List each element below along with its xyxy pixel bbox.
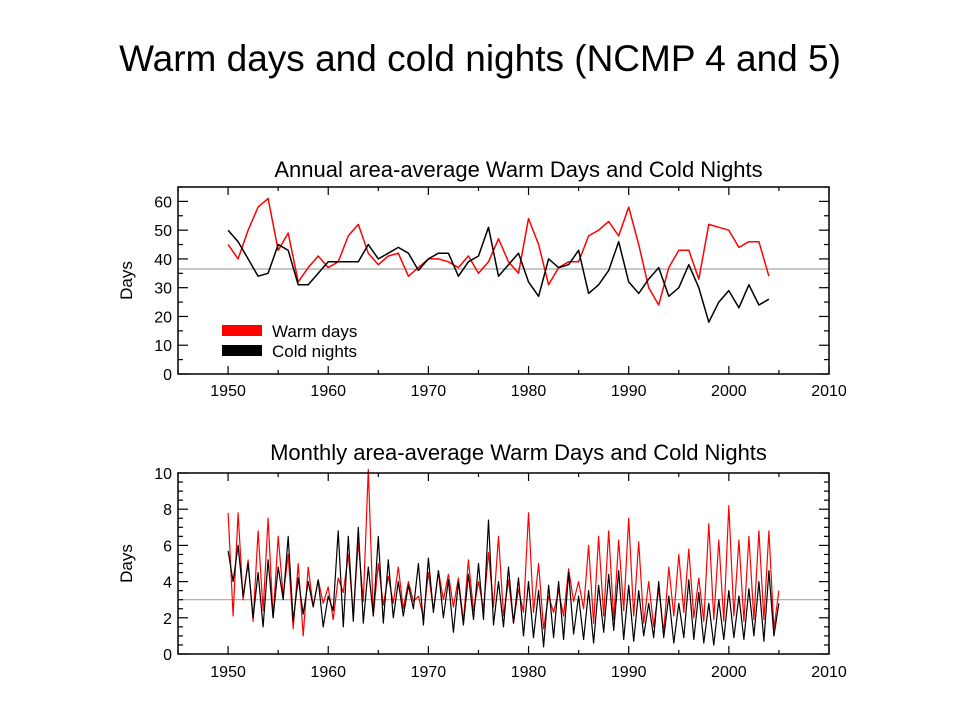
y-tick-label: 60 bbox=[154, 194, 172, 211]
x-tick-label: 1950 bbox=[210, 383, 246, 400]
series-line-warm-days bbox=[227, 197, 770, 306]
y-axis-label: Days bbox=[117, 261, 136, 300]
series-line-cold-nights bbox=[227, 519, 780, 648]
y-tick-label: 30 bbox=[154, 281, 172, 298]
x-tick-label: 1990 bbox=[611, 664, 647, 681]
x-tick-label: 1970 bbox=[411, 664, 447, 681]
x-tick-label: 2010 bbox=[811, 383, 847, 400]
y-tick-label: 4 bbox=[163, 575, 172, 592]
slide-title: Warm days and cold nights (NCMP 4 and 5) bbox=[119, 38, 841, 79]
y-tick-label: 8 bbox=[163, 502, 172, 519]
x-tick-label: 2000 bbox=[711, 383, 747, 400]
y-tick-label: 50 bbox=[154, 223, 172, 240]
y-tick-label: 2 bbox=[163, 611, 172, 628]
y-tick-label: 0 bbox=[163, 367, 172, 384]
x-tick-label: 1980 bbox=[511, 383, 547, 400]
x-tick-label: 1990 bbox=[611, 383, 647, 400]
x-tick-label: 2000 bbox=[711, 664, 747, 681]
legend-label: Warm days bbox=[272, 322, 357, 341]
y-tick-label: 10 bbox=[154, 338, 172, 355]
chart-title: Annual area-average Warm Days and Cold N… bbox=[274, 157, 762, 182]
y-tick-label: 10 bbox=[154, 466, 172, 483]
x-tick-label: 1960 bbox=[310, 383, 346, 400]
legend-swatch bbox=[222, 345, 262, 356]
y-tick-label: 20 bbox=[154, 309, 172, 326]
y-tick-label: 6 bbox=[163, 538, 172, 555]
x-tick-label: 1960 bbox=[310, 664, 346, 681]
monthly-chart: Monthly area-average Warm Days and Cold … bbox=[117, 440, 847, 681]
legend-swatch bbox=[222, 325, 262, 336]
plot-frame bbox=[177, 186, 830, 375]
x-tick-label: 2010 bbox=[811, 664, 847, 681]
y-tick-label: 0 bbox=[163, 647, 172, 664]
series-line-warm-days bbox=[227, 468, 780, 637]
y-axis-label: Days bbox=[117, 544, 136, 583]
y-tick-label: 40 bbox=[154, 252, 172, 269]
chart-title: Monthly area-average Warm Days and Cold … bbox=[270, 440, 767, 465]
series-line-cold-nights bbox=[227, 226, 770, 323]
annual-chart: Annual area-average Warm Days and Cold N… bbox=[117, 157, 847, 400]
x-tick-label: 1950 bbox=[210, 664, 246, 681]
x-tick-label: 1980 bbox=[511, 664, 547, 681]
legend-label: Cold nights bbox=[272, 342, 357, 361]
x-tick-label: 1970 bbox=[411, 383, 447, 400]
